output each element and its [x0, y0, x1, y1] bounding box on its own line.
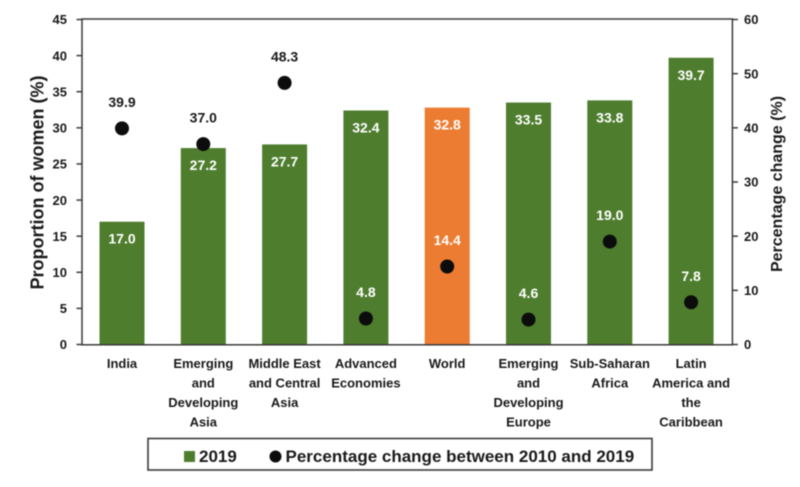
svg-text:45: 45 [53, 12, 67, 27]
svg-text:Caribbean: Caribbean [659, 415, 723, 430]
svg-text:5: 5 [60, 301, 67, 316]
svg-text:4.6: 4.6 [519, 285, 539, 301]
svg-text:America and: America and [652, 376, 730, 391]
svg-text:the: the [681, 395, 701, 410]
svg-text:Emerging: Emerging [499, 356, 559, 371]
svg-text:Emerging: Emerging [173, 356, 233, 371]
svg-text:and Central: and Central [249, 376, 321, 391]
svg-text:32.4: 32.4 [352, 120, 379, 136]
svg-text:10: 10 [53, 265, 67, 280]
svg-text:39.7: 39.7 [677, 67, 704, 83]
svg-text:20: 20 [744, 229, 758, 244]
svg-text:World: World [429, 356, 466, 371]
svg-text:32.8: 32.8 [434, 117, 461, 133]
svg-text:20: 20 [53, 193, 67, 208]
svg-text:Asia: Asia [271, 395, 299, 410]
svg-text:17.0: 17.0 [108, 231, 135, 247]
svg-text:Asia: Asia [190, 415, 218, 430]
svg-text:Economies: Economies [331, 376, 400, 391]
svg-text:40: 40 [744, 121, 758, 136]
svg-text:39.9: 39.9 [108, 94, 135, 110]
svg-text:7.8: 7.8 [681, 268, 701, 284]
svg-text:Sub-Saharan: Sub-Saharan [570, 356, 650, 371]
svg-text:0: 0 [60, 337, 67, 352]
svg-text:Proportion of women (%): Proportion of women (%) [28, 76, 48, 290]
svg-text:15: 15 [53, 229, 67, 244]
svg-text:Europe: Europe [506, 415, 551, 430]
svg-text:33.5: 33.5 [515, 112, 542, 128]
svg-text:and: and [517, 376, 540, 391]
svg-text:40: 40 [53, 48, 67, 63]
svg-text:25: 25 [53, 157, 67, 172]
svg-text:50: 50 [744, 66, 758, 81]
svg-text:4.8: 4.8 [356, 284, 376, 300]
svg-text:37.0: 37.0 [190, 110, 217, 126]
svg-text:30: 30 [744, 175, 758, 190]
svg-text:60: 60 [744, 12, 758, 27]
svg-text:Africa: Africa [591, 376, 629, 391]
svg-text:27.2: 27.2 [190, 157, 217, 173]
svg-text:and: and [192, 376, 215, 391]
svg-text:Percentage change between 2010: Percentage change between 2010 and 2019 [286, 447, 635, 466]
svg-text:Advanced: Advanced [335, 356, 397, 371]
svg-text:Middle East: Middle East [248, 356, 321, 371]
svg-text:2019: 2019 [199, 447, 237, 466]
svg-text:10: 10 [744, 283, 758, 298]
svg-text:0: 0 [744, 337, 751, 352]
svg-text:33.8: 33.8 [596, 109, 623, 125]
svg-text:48.3: 48.3 [271, 48, 298, 64]
svg-text:14.4: 14.4 [434, 232, 461, 248]
svg-text:30: 30 [53, 121, 67, 136]
svg-text:Latin: Latin [676, 356, 707, 371]
svg-text:Developing: Developing [168, 395, 238, 410]
svg-text:19.0: 19.0 [596, 207, 623, 223]
svg-text:Developing: Developing [493, 395, 563, 410]
svg-text:Percentage change (%): Percentage change (%) [769, 96, 786, 272]
svg-text:India: India [107, 356, 138, 371]
svg-text:27.7: 27.7 [271, 153, 298, 169]
svg-text:35: 35 [53, 84, 67, 99]
